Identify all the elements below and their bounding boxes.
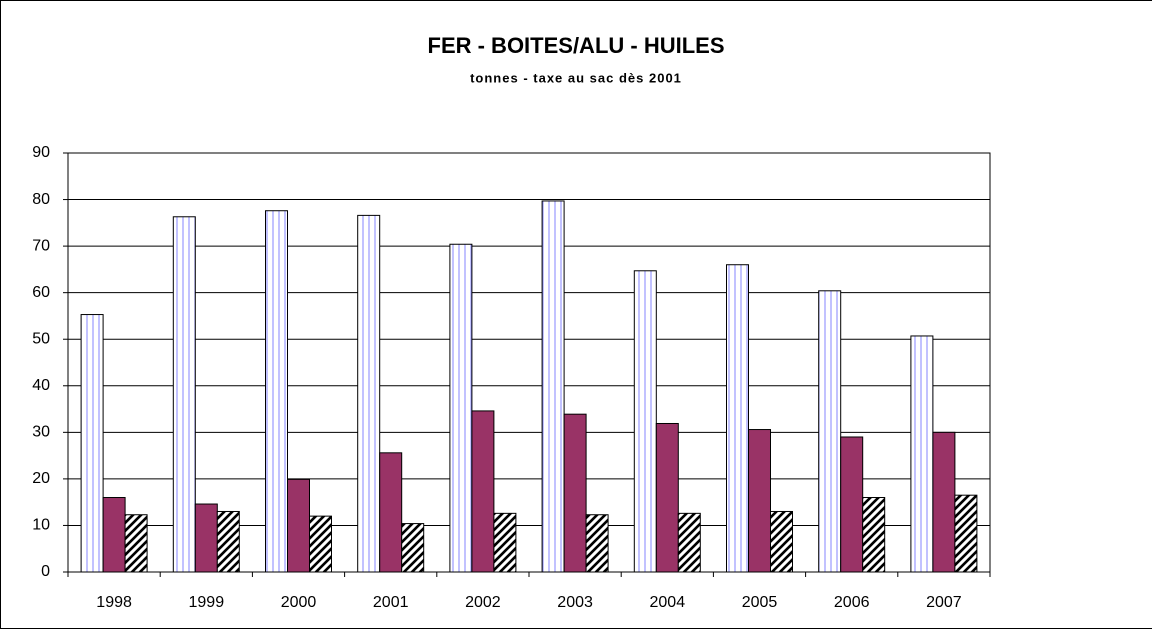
bar xyxy=(401,523,425,573)
y-tick-label: 40 xyxy=(32,377,50,394)
bar xyxy=(309,515,332,573)
bar xyxy=(541,200,565,573)
y-tick-label: 50 xyxy=(32,330,50,347)
x-tick-label: 1999 xyxy=(189,594,225,611)
bar xyxy=(449,243,473,573)
x-tick-label: 1998 xyxy=(96,594,132,611)
bar xyxy=(910,335,934,573)
bar xyxy=(585,514,609,573)
x-tick-label: 2006 xyxy=(834,594,870,611)
bar xyxy=(818,290,842,573)
bar xyxy=(287,478,310,573)
x-tick-label: 2000 xyxy=(281,594,317,611)
bar xyxy=(379,452,403,573)
x-tick-label: 2005 xyxy=(742,594,778,611)
y-tick-label: 20 xyxy=(32,470,50,487)
bar xyxy=(726,264,749,573)
y-tick-label: 30 xyxy=(32,424,50,441)
x-tick-label: 2001 xyxy=(373,594,409,611)
x-tick-label: 2002 xyxy=(465,594,501,611)
chart-subtitle: tonnes - taxe au sac dès 2001 xyxy=(470,70,682,85)
x-tick-label: 2004 xyxy=(650,594,686,611)
bar xyxy=(563,413,587,573)
bar xyxy=(357,214,381,573)
bar xyxy=(677,512,701,573)
y-tick-label: 80 xyxy=(32,191,50,208)
y-tick-label: 10 xyxy=(32,517,50,534)
bar xyxy=(216,510,240,573)
bar xyxy=(633,270,657,573)
y-tick-label: 60 xyxy=(32,284,50,301)
bar xyxy=(102,497,126,573)
bar xyxy=(932,431,956,573)
bar xyxy=(124,514,148,573)
y-tick-label: 90 xyxy=(32,144,50,161)
bar xyxy=(748,429,771,573)
x-tick-label: 2003 xyxy=(557,594,593,611)
bar xyxy=(471,410,495,573)
bar xyxy=(770,510,793,573)
bar xyxy=(194,503,218,573)
y-tick-label: 0 xyxy=(41,563,50,580)
bar xyxy=(655,422,679,573)
y-tick-label: 70 xyxy=(32,237,50,254)
bar xyxy=(265,210,288,573)
chart-title: FER - BOITES/ALU - HUILES xyxy=(428,33,725,58)
bar xyxy=(493,512,517,573)
bar xyxy=(954,494,978,573)
x-tick-label: 2007 xyxy=(926,594,962,611)
bar xyxy=(840,436,864,573)
bar xyxy=(172,216,196,573)
bar xyxy=(80,314,104,573)
bar xyxy=(862,497,886,573)
